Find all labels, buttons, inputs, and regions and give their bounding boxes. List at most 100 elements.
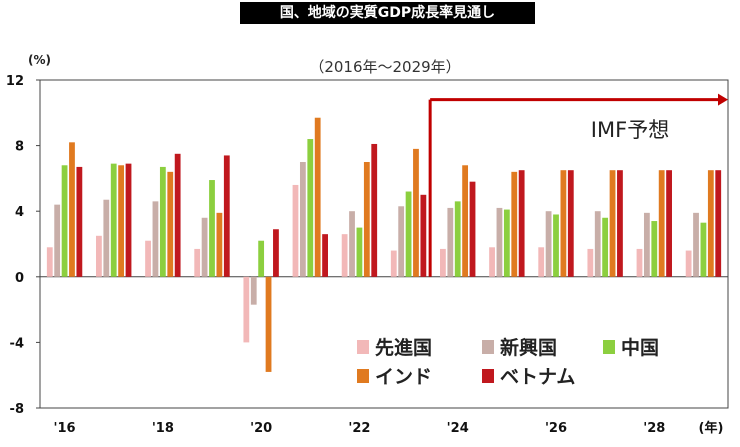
bar-インド-2028 (658, 170, 665, 277)
bar-ベトナム-2021 (322, 234, 328, 277)
y-tick-label: 8 (15, 140, 24, 155)
bar-インド-2017 (118, 165, 125, 277)
bar-ベトナム-2020 (273, 229, 279, 277)
bar-ベトナム-2016 (76, 166, 83, 277)
bar-インド-2019 (216, 212, 223, 277)
legend-swatch-ベトナム (482, 369, 494, 383)
bar-先進国-2020 (243, 276, 250, 343)
forecast-arrow-head (718, 93, 728, 106)
bar-先進国-2028 (636, 248, 643, 277)
legend-label-先進国: 先進国 (375, 336, 432, 359)
bar-インド-2020 (265, 276, 272, 372)
x-tick-label: '20 (250, 421, 272, 436)
y-tick-label: 12 (6, 74, 24, 89)
bar-ベトナム-2029 (715, 170, 722, 277)
bar-中国-2023 (405, 191, 412, 277)
bar-中国-2019 (209, 180, 215, 277)
bar-先進国-2024 (440, 248, 446, 277)
bar-新興国-2029 (693, 212, 699, 277)
legend-swatch-先進国 (357, 340, 369, 354)
bar-中国-2017 (110, 163, 117, 277)
bar-新興国-2028 (643, 212, 650, 277)
bar-インド-2021 (314, 117, 321, 277)
bar-新興国-2019 (201, 217, 208, 277)
legend-label-インド: インド (375, 366, 432, 388)
bar-中国-2025 (503, 209, 510, 277)
x-axis-unit: (年) (699, 420, 724, 436)
bar-先進国-2027 (587, 248, 594, 277)
bar-先進国-2016 (46, 247, 53, 277)
bar-インド-2025 (511, 171, 518, 277)
bar-中国-2022 (356, 227, 363, 277)
bar-ベトナム-2026 (567, 170, 574, 277)
bar-ベトナム-2025 (518, 170, 525, 277)
bar-新興国-2017 (103, 199, 110, 277)
bar-中国-2021 (307, 139, 314, 277)
bar-ベトナム-2023 (420, 194, 427, 277)
bar-中国-2018 (159, 166, 166, 277)
bar-先進国-2021 (292, 184, 299, 277)
bar-新興国-2025 (496, 207, 503, 277)
bar-新興国-2023 (398, 206, 405, 277)
x-tick-label: '24 (447, 421, 469, 436)
y-tick-label: 0 (15, 271, 24, 286)
bar-新興国-2018 (152, 201, 159, 277)
y-tick-label: 4 (15, 205, 24, 220)
legend-swatch-中国 (603, 340, 615, 354)
x-tick-label: '18 (152, 421, 174, 436)
bar-先進国-2025 (489, 247, 495, 277)
bar-インド-2018 (167, 171, 174, 277)
bar-先進国-2018 (145, 240, 151, 277)
bar-インド-2022 (363, 162, 370, 277)
bar-中国-2027 (602, 217, 609, 277)
chart-subtitle: （2016年～2029年） (309, 58, 460, 76)
bar-新興国-2016 (54, 204, 61, 277)
bar-インド-2023 (413, 148, 419, 277)
bar-インド-2016 (69, 142, 75, 277)
bar-新興国-2026 (545, 211, 552, 277)
bar-先進国-2026 (538, 247, 545, 277)
bar-新興国-2024 (447, 207, 454, 277)
x-tick-label: '16 (54, 421, 76, 436)
bar-インド-2026 (560, 170, 567, 277)
bar-新興国-2020 (250, 276, 257, 305)
bar-中国-2016 (61, 165, 68, 277)
bar-ベトナム-2028 (666, 170, 672, 277)
bar-ベトナム-2018 (174, 153, 181, 277)
chart-title: 国、地域の実質GDP成長率見通し (240, 2, 535, 24)
plot-frame (39, 79, 729, 409)
legend-swatch-インド (357, 369, 369, 383)
legend-label-中国: 中国 (621, 336, 659, 359)
bar-先進国-2023 (390, 250, 397, 277)
bar-ベトナム-2024 (469, 181, 476, 277)
legend-swatch-新興国 (482, 340, 494, 354)
x-tick-label: '28 (643, 421, 665, 436)
bar-新興国-2027 (594, 211, 601, 277)
bar-インド-2024 (462, 165, 469, 277)
y-axis-label: (%) (28, 53, 51, 67)
y-tick-label: -4 (10, 336, 24, 351)
y-tick-label: -8 (10, 402, 24, 417)
bar-中国-2029 (700, 222, 707, 277)
legend-label-ベトナム: ベトナム (500, 366, 575, 388)
bar-インド-2027 (609, 170, 616, 277)
x-tick-label: '26 (545, 421, 567, 436)
forecast-annotation: IMF予想 (591, 118, 669, 142)
legend-label-新興国: 新興国 (500, 336, 557, 359)
bar-インド-2029 (707, 170, 714, 277)
bar-新興国-2022 (349, 211, 355, 277)
bar-先進国-2019 (194, 248, 201, 277)
bar-中国-2020 (258, 240, 265, 277)
x-tick-label: '22 (348, 421, 370, 436)
bar-先進国-2022 (341, 234, 348, 277)
bar-新興国-2021 (299, 162, 306, 277)
bar-ベトナム-2022 (371, 143, 378, 277)
bar-先進国-2029 (685, 250, 692, 277)
bar-ベトナム-2017 (125, 163, 132, 277)
bar-ベトナム-2019 (223, 155, 230, 277)
bar-中国-2024 (454, 201, 461, 277)
bar-中国-2026 (553, 214, 559, 277)
bar-ベトナム-2027 (617, 170, 623, 277)
bar-中国-2028 (651, 221, 658, 277)
